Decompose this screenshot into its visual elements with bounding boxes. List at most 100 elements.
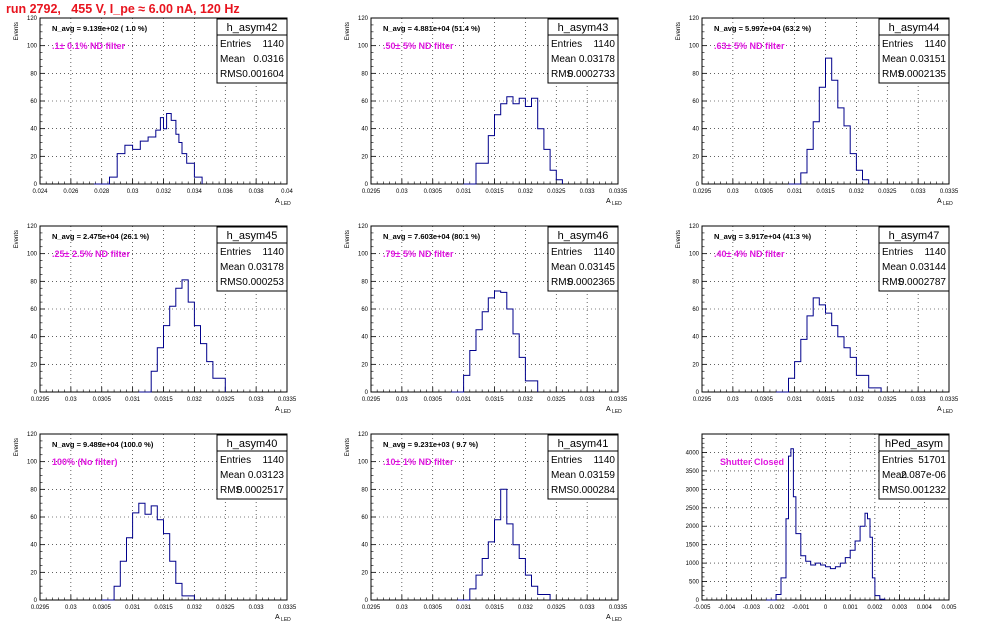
histogram-title: h_asym42 <box>227 22 278 34</box>
stats-value: 0.0002733 <box>568 69 616 80</box>
histogram-line <box>788 57 870 185</box>
y-axis-label: Events <box>14 22 20 40</box>
stats-label: Entries <box>882 247 913 258</box>
histogram-line <box>101 502 195 601</box>
x-tick-label: 0.031 <box>456 605 472 611</box>
x-tick-label: 0.031 <box>456 397 472 403</box>
stats-box <box>547 450 619 500</box>
y-tick-label: 100 <box>689 252 700 258</box>
x-axis-label: A LED <box>275 614 291 622</box>
x-tick-label: 0.038 <box>249 189 265 195</box>
x-tick-label: 0.033 <box>580 605 596 611</box>
histogram-title: h_asym40 <box>227 438 278 450</box>
filter-note: .40± 4% ND filter <box>714 249 785 259</box>
y-axis-label: Events <box>345 230 351 248</box>
x-tick-label: 0.03 <box>65 397 77 403</box>
x-tick-label: 0.0335 <box>278 605 297 611</box>
y-tick-label: 40 <box>30 335 37 341</box>
stats-label: RMS <box>220 69 243 80</box>
x-tick-label: -0.001 <box>792 605 810 611</box>
stats-label: Entries <box>882 39 913 50</box>
x-tick-label: -0.004 <box>718 605 736 611</box>
x-tick-label: 0.0295 <box>693 397 712 403</box>
x-tick-label: 0.028 <box>94 189 110 195</box>
x-tick-label: 0.03 <box>396 605 408 611</box>
stats-label: Mean <box>882 262 907 273</box>
x-tick-label: 0.0295 <box>362 397 381 403</box>
y-tick-label: 20 <box>692 362 699 368</box>
x-tick-label: 0.04 <box>281 189 293 195</box>
filter-note: .63± 5% ND filter <box>714 41 785 51</box>
histogram-line <box>451 290 539 393</box>
stats-value: 0.03159 <box>579 470 616 481</box>
n-avg-annotation: N_avg = 2.475e+04 (26.1 %) <box>52 232 150 241</box>
stats-label: RMS <box>882 485 905 496</box>
x-tick-label: 0.031 <box>456 189 472 195</box>
stats-box <box>878 34 950 84</box>
stats-value: 1140 <box>593 247 615 258</box>
stats-value: 1140 <box>924 247 946 258</box>
y-tick-label: 20 <box>30 154 37 160</box>
y-tick-label: 120 <box>27 432 38 438</box>
y-tick-label: 100 <box>27 44 38 50</box>
y-tick-label: 40 <box>30 127 37 133</box>
y-tick-label: 100 <box>358 252 369 258</box>
y-tick-label: 0 <box>696 182 700 188</box>
y-tick-label: 80 <box>30 487 37 493</box>
x-tick-label: 0.033 <box>911 397 927 403</box>
x-tick-label: 0.005 <box>941 605 957 611</box>
filter-note: Shutter Closed <box>720 457 784 467</box>
filter-note: 100% (No filter) <box>52 457 118 467</box>
y-tick-label: 0 <box>696 390 700 396</box>
stats-label: Entries <box>220 455 251 466</box>
x-tick-label: 0.0315 <box>816 397 835 403</box>
stats-value: 0.03145 <box>579 262 616 273</box>
stats-label: RMS <box>220 485 243 496</box>
x-tick-label: 0.03 <box>727 397 739 403</box>
x-tick-label: 0.0335 <box>609 397 628 403</box>
stats-label: Mean <box>220 262 245 273</box>
x-tick-label: 0.0315 <box>816 189 835 195</box>
x-tick-label: 0.03 <box>65 605 77 611</box>
histogram-title: h_asym43 <box>558 22 609 34</box>
y-tick-label: 120 <box>27 224 38 230</box>
y-tick-label: 40 <box>361 127 368 133</box>
x-tick-label: 0.0325 <box>878 189 897 195</box>
y-axis-label: Events <box>676 22 682 40</box>
n-avg-annotation: N_avg = 9.139e+02 ( 1.0 %) <box>52 24 148 33</box>
y-tick-label: 0 <box>365 182 369 188</box>
histogram-panel-h_asym41: 0.0295 0.03 0.0305 0.031 0.0315 0.032 0.0325 0.… <box>345 432 628 622</box>
x-axis-label: A LED <box>275 406 291 415</box>
y-tick-label: 120 <box>689 16 700 22</box>
stats-label: Mean <box>882 470 907 481</box>
x-tick-label: 0.001 <box>843 605 859 611</box>
n-avg-annotation: N_avg = 4.881e+04 (51.4 %) <box>383 24 481 33</box>
x-tick-label: 0.033 <box>911 189 927 195</box>
histogram-title: h_asym47 <box>889 230 940 242</box>
x-tick-label: 0.032 <box>518 397 534 403</box>
y-tick-label: 60 <box>692 307 699 313</box>
x-tick-label: 0.031 <box>125 397 141 403</box>
y-tick-label: 60 <box>30 307 37 313</box>
x-tick-label: 0.032 <box>518 605 534 611</box>
stats-label: Entries <box>882 455 913 466</box>
x-axis-label: A LED <box>606 406 622 415</box>
y-tick-label: 0 <box>34 598 38 604</box>
n-avg-annotation: N_avg = 5.997e+04 (63.2 %) <box>714 24 812 33</box>
histogram-panel-h_asym43: 0.0295 0.03 0.0305 0.031 0.0315 0.032 0.0325 0.… <box>345 16 628 207</box>
y-tick-label: 2000 <box>686 524 700 530</box>
x-tick-label: 0.026 <box>63 189 79 195</box>
x-axis-label: A LED <box>606 614 622 622</box>
filter-note: .10± 1% ND filter <box>383 457 454 467</box>
x-tick-label: 0.003 <box>892 605 908 611</box>
stats-label: RMS <box>551 485 574 496</box>
y-axis-label: Events <box>14 230 20 248</box>
stats-label: RMS <box>551 277 574 288</box>
x-tick-label: 0.032 <box>849 189 865 195</box>
y-tick-label: 1500 <box>686 543 700 549</box>
y-tick-label: 120 <box>358 16 369 22</box>
x-tick-label: 0.0295 <box>362 605 381 611</box>
histogram-title: h_asym45 <box>227 230 278 242</box>
x-tick-label: 0.0315 <box>485 605 504 611</box>
